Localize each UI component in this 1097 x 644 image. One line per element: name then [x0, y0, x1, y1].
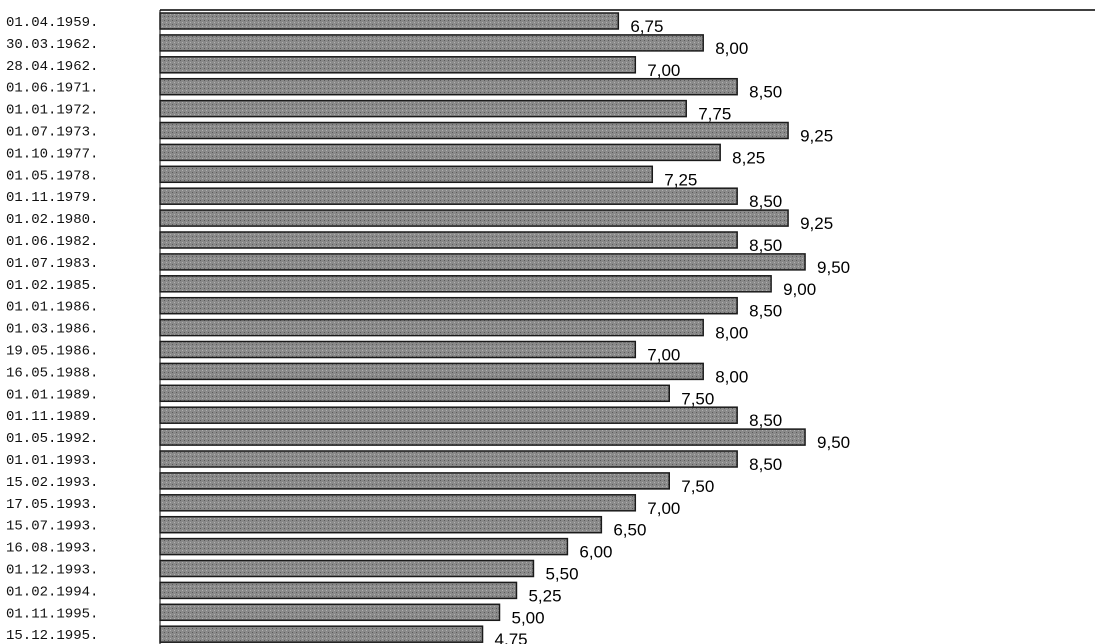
bar — [159, 143, 721, 162]
data-label: 8,00 — [715, 324, 748, 343]
category-label: 01.01.1989. — [6, 387, 98, 403]
data-label: 9,50 — [817, 258, 850, 277]
bar — [159, 165, 654, 184]
bar — [159, 99, 687, 118]
bar — [159, 472, 670, 490]
data-label: 8,50 — [749, 83, 782, 102]
category-label: 16.08.1993. — [6, 541, 98, 557]
bar — [159, 428, 806, 446]
data-label: 5,50 — [545, 565, 578, 584]
category-label: 15.07.1993. — [6, 519, 98, 535]
data-label: 6,75 — [630, 17, 663, 36]
bar — [159, 603, 501, 622]
bar — [159, 340, 637, 359]
category-label: 01.11.1995. — [6, 606, 98, 622]
data-label: 7,00 — [647, 346, 680, 365]
category-label: 16.05.1988. — [6, 365, 98, 381]
bar — [159, 77, 738, 96]
category-label: 01.10.1977. — [6, 146, 98, 162]
bar — [159, 12, 620, 30]
data-label: 8,50 — [749, 302, 782, 321]
category-label: 01.06.1982. — [6, 234, 98, 250]
bar — [159, 450, 738, 468]
category-label: 01.05.1992. — [6, 431, 98, 447]
bar — [159, 625, 484, 643]
data-label: 8,50 — [749, 192, 782, 211]
category-label: 01.01.1986. — [6, 300, 98, 316]
category-label: 15.12.1995. — [6, 628, 98, 644]
category-label: 01.12.1993. — [6, 563, 98, 579]
category-label: 17.05.1993. — [6, 497, 98, 513]
category-label: 01.07.1983. — [6, 256, 98, 272]
category-label: 01.01.1993. — [6, 453, 98, 469]
bar — [159, 187, 738, 205]
category-label: 01.11.1979. — [6, 190, 98, 206]
data-label: 6,00 — [579, 543, 612, 562]
category-label: 01.02.1980. — [6, 212, 98, 228]
data-label: 7,75 — [698, 105, 731, 124]
bar — [159, 275, 772, 293]
bar — [159, 494, 637, 512]
data-label: 8,00 — [715, 39, 748, 58]
category-label: 01.06.1971. — [6, 81, 98, 97]
category-label: 01.03.1986. — [6, 322, 98, 338]
bar — [159, 537, 569, 556]
category-label: 01.05.1978. — [6, 168, 98, 184]
bar — [159, 121, 789, 140]
data-label: 8,50 — [749, 411, 782, 430]
category-label: 01.01.1972. — [6, 103, 98, 119]
category-label: 19.05.1986. — [6, 344, 98, 360]
category-label: 30.03.1962. — [6, 37, 98, 53]
data-label: 7,50 — [681, 477, 714, 496]
bar — [159, 384, 670, 403]
bar — [159, 296, 738, 315]
category-label: 01.11.1989. — [6, 409, 98, 425]
data-label: 9,25 — [800, 214, 833, 233]
data-label: 8,50 — [749, 455, 782, 474]
data-label: 8,00 — [715, 367, 748, 386]
bar — [159, 56, 637, 74]
bar — [159, 253, 806, 271]
data-label: 7,00 — [647, 499, 680, 518]
bar — [159, 318, 704, 337]
category-label: 01.02.1994. — [6, 584, 98, 600]
bar — [159, 231, 738, 249]
category-label: 01.04.1959. — [6, 15, 98, 31]
bar — [159, 559, 535, 578]
category-label: 15.02.1993. — [6, 475, 98, 491]
bar — [159, 209, 789, 227]
category-label: 01.02.1985. — [6, 278, 98, 294]
bar — [159, 581, 518, 600]
data-label: 5,00 — [512, 608, 545, 627]
bar — [159, 406, 738, 424]
data-label: 6,50 — [613, 521, 646, 540]
data-label: 9,50 — [817, 433, 850, 452]
bar — [159, 515, 603, 534]
data-label: 5,25 — [528, 586, 561, 605]
data-label: 7,00 — [647, 61, 680, 80]
data-label: 9,00 — [783, 280, 816, 299]
bar — [159, 34, 704, 52]
category-label: 28.04.1962. — [6, 59, 98, 75]
data-label: 7,25 — [664, 170, 697, 189]
category-label: 01.07.1973. — [6, 125, 98, 141]
data-label: 7,50 — [681, 389, 714, 408]
data-label: 4,75 — [495, 630, 528, 644]
data-label: 9,25 — [800, 127, 833, 146]
bar — [159, 362, 704, 381]
data-label: 8,25 — [732, 148, 765, 167]
data-label: 8,50 — [749, 236, 782, 255]
